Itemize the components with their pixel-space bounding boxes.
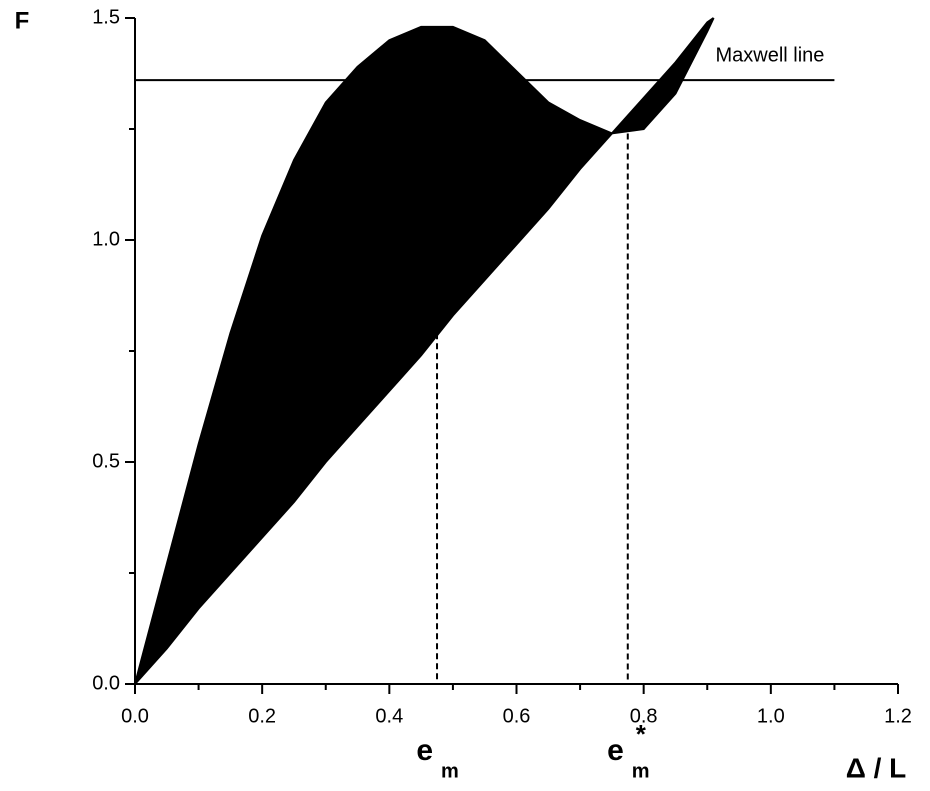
x-axis-label: Δ / L — [846, 752, 907, 783]
y-tick-label: 1.0 — [92, 228, 120, 250]
curve — [134, 17, 715, 685]
x-tick-label: 0.2 — [248, 705, 276, 727]
y-tick-label: 1.5 — [92, 6, 120, 28]
marker-label: e — [416, 734, 433, 767]
x-tick-label: 0.4 — [375, 705, 403, 727]
x-tick-label: 0.8 — [630, 705, 658, 727]
marker-label-sub: m — [632, 760, 650, 782]
marker-label-sub: m — [441, 760, 459, 782]
y-tick-label: 0.5 — [92, 450, 120, 472]
x-tick-label: 0.6 — [503, 705, 531, 727]
x-tick-label: 1.2 — [884, 705, 912, 727]
y-axis-label: F — [15, 7, 30, 34]
x-tick-label: 1.0 — [757, 705, 785, 727]
maxwell-label: Maxwell line — [715, 44, 824, 66]
x-tick-label: 0.0 — [121, 705, 149, 727]
marker-label: e — [607, 734, 624, 767]
marker-label-sup: * — [636, 719, 647, 749]
y-tick-label: 0.0 — [92, 672, 120, 694]
